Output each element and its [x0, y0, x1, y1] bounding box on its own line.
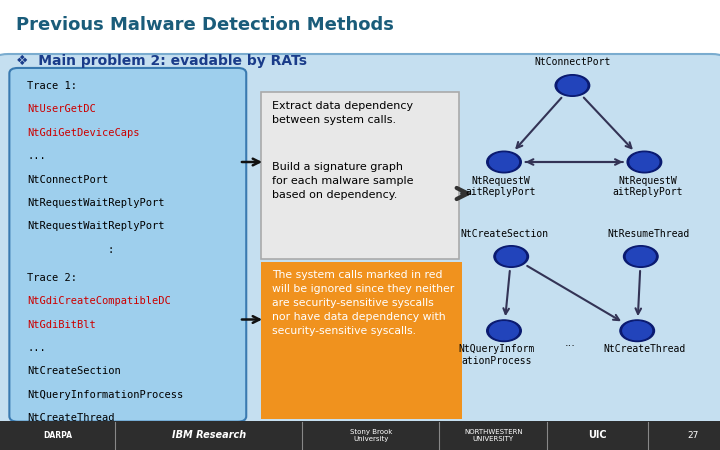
Text: Trace 2:: Trace 2:: [27, 273, 77, 283]
Text: ❖  Main problem 2: evadable by RATs: ❖ Main problem 2: evadable by RATs: [16, 54, 307, 68]
Circle shape: [490, 153, 518, 171]
Circle shape: [624, 246, 658, 267]
FancyBboxPatch shape: [0, 54, 720, 432]
Circle shape: [487, 151, 521, 173]
Text: Extract data dependency
between system calls.: Extract data dependency between system c…: [272, 101, 413, 125]
Text: The system calls marked in red
will be ignored since they neither
are security-s: The system calls marked in red will be i…: [272, 270, 454, 336]
Text: NtCreateSection: NtCreateSection: [460, 230, 548, 239]
Circle shape: [490, 322, 518, 340]
FancyBboxPatch shape: [261, 92, 459, 259]
Text: NtCreateSection: NtCreateSection: [27, 366, 121, 377]
Text: Stony Brook
University: Stony Brook University: [350, 429, 392, 442]
Text: NtRequestW
aitReplyPort: NtRequestW aitReplyPort: [613, 176, 683, 197]
Text: NtConnectPort: NtConnectPort: [27, 175, 109, 184]
Text: NtUserGetDC: NtUserGetDC: [27, 104, 96, 114]
Text: Previous Malware Detection Methods: Previous Malware Detection Methods: [16, 16, 394, 34]
Text: IBM Research: IBM Research: [171, 430, 246, 441]
Text: NtResumeThread: NtResumeThread: [27, 436, 115, 447]
Text: DARPA: DARPA: [43, 431, 72, 440]
FancyBboxPatch shape: [0, 421, 720, 450]
Circle shape: [494, 246, 528, 267]
Text: NtCreateThread: NtCreateThread: [603, 344, 685, 354]
Text: NtQueryInformationProcess: NtQueryInformationProcess: [27, 390, 184, 400]
Text: NtGdiCreateCompatibleDC: NtGdiCreateCompatibleDC: [27, 296, 171, 306]
Circle shape: [627, 151, 662, 173]
Text: NtCreateThread: NtCreateThread: [27, 413, 115, 423]
Circle shape: [623, 322, 652, 340]
FancyBboxPatch shape: [261, 262, 462, 419]
Text: UIC: UIC: [588, 430, 607, 441]
Circle shape: [487, 320, 521, 342]
Circle shape: [620, 320, 654, 342]
Text: NtGdiBitBlt: NtGdiBitBlt: [27, 320, 96, 330]
Text: NtQueryInform
ationProcess: NtQueryInform ationProcess: [459, 344, 535, 366]
Text: 27: 27: [687, 431, 698, 440]
Text: Build a signature graph
for each malware sample
based on dependency.: Build a signature graph for each malware…: [272, 162, 414, 200]
Text: NtRequestW
aitReplyPort: NtRequestW aitReplyPort: [465, 176, 536, 197]
Text: NtRequestWaitReplyPort: NtRequestWaitReplyPort: [27, 198, 165, 208]
Text: ...: ...: [27, 151, 46, 161]
Circle shape: [630, 153, 659, 171]
Text: ...: ...: [565, 338, 576, 347]
FancyBboxPatch shape: [9, 68, 246, 422]
Text: NtConnectPort: NtConnectPort: [534, 57, 611, 67]
Text: NtRequestWaitReplyPort: NtRequestWaitReplyPort: [27, 221, 165, 231]
Text: NtGdiGetDeviceCaps: NtGdiGetDeviceCaps: [27, 128, 140, 138]
Text: NORTHWESTERN
UNIVERSITY: NORTHWESTERN UNIVERSITY: [464, 429, 523, 442]
Text: NtResumeThread: NtResumeThread: [607, 230, 689, 239]
Circle shape: [626, 248, 655, 266]
Circle shape: [497, 248, 526, 266]
Text: :: :: [108, 245, 114, 255]
Circle shape: [555, 75, 590, 96]
Text: Trace 1:: Trace 1:: [27, 81, 77, 91]
Text: ...: ...: [27, 343, 46, 353]
Circle shape: [558, 76, 587, 94]
